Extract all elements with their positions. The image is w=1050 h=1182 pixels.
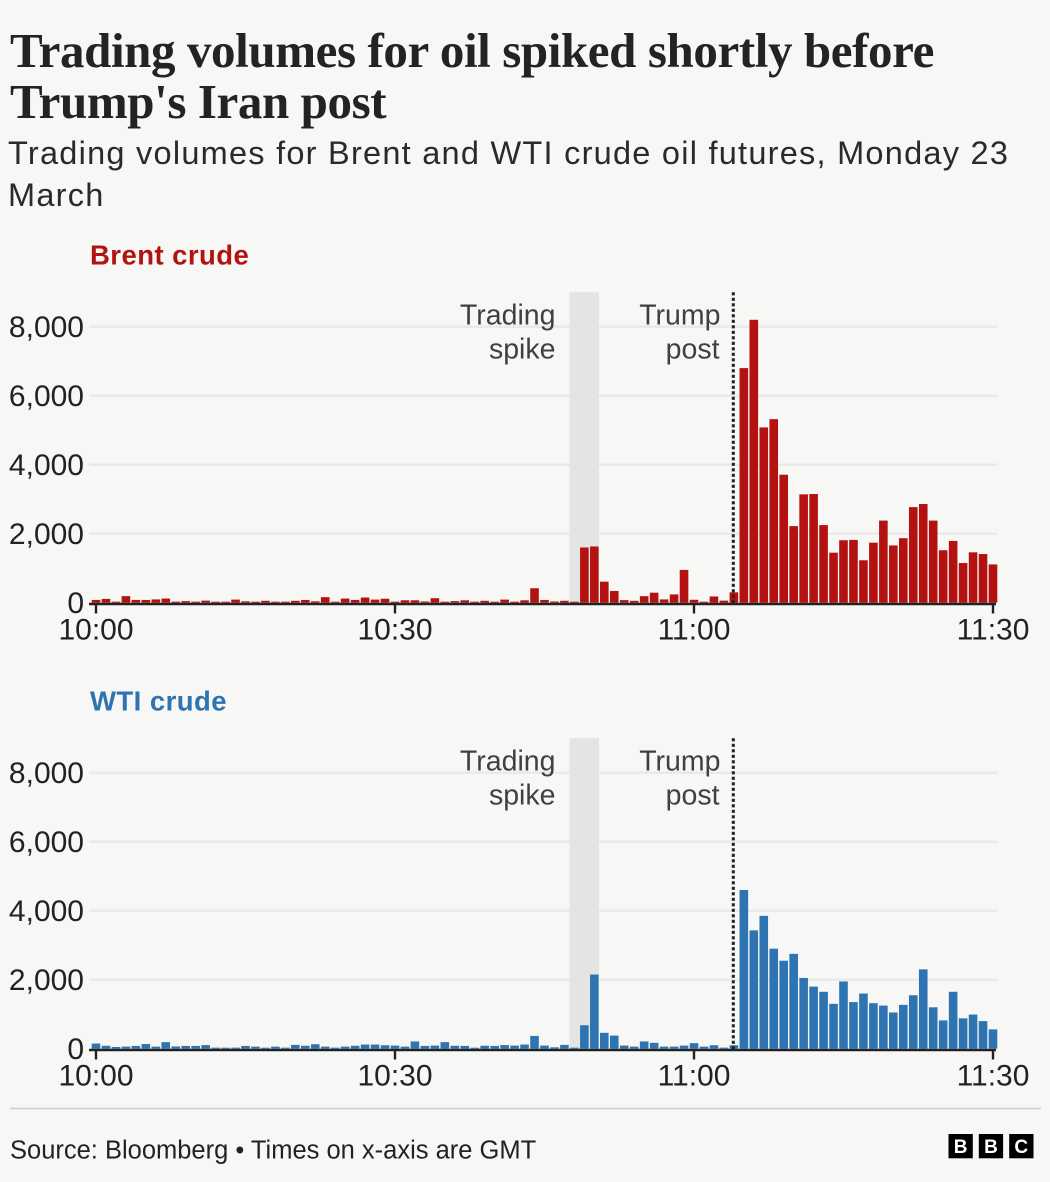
svg-text:B: B bbox=[954, 1137, 968, 1158]
svg-text:6,000: 6,000 bbox=[9, 826, 84, 859]
svg-text:Source: Bloomberg • Times on x: Source: Bloomberg • Times on x-axis are … bbox=[10, 1137, 536, 1165]
svg-text:0: 0 bbox=[67, 1033, 84, 1066]
svg-text:6,000: 6,000 bbox=[9, 380, 84, 413]
svg-text:C: C bbox=[1014, 1137, 1028, 1158]
svg-text:post: post bbox=[666, 779, 720, 811]
svg-text:4,000: 4,000 bbox=[9, 895, 84, 928]
svg-text:post: post bbox=[666, 333, 720, 365]
svg-text:spike: spike bbox=[489, 779, 556, 811]
svg-text:Trump: Trump bbox=[639, 300, 720, 332]
svg-text:WTI crude: WTI crude bbox=[90, 685, 227, 716]
svg-text:11:00: 11:00 bbox=[658, 614, 731, 647]
svg-text:11:00: 11:00 bbox=[658, 1060, 731, 1093]
svg-text:11:30: 11:30 bbox=[957, 1060, 1030, 1093]
svg-text:Trading: Trading bbox=[460, 300, 556, 332]
svg-text:8,000: 8,000 bbox=[9, 311, 84, 344]
svg-text:10:00: 10:00 bbox=[58, 1060, 133, 1093]
svg-text:2,000: 2,000 bbox=[9, 964, 84, 997]
svg-text:Trading: Trading bbox=[460, 746, 556, 778]
svg-text:11:30: 11:30 bbox=[957, 614, 1030, 647]
svg-text:4,000: 4,000 bbox=[9, 449, 84, 482]
svg-text:B: B bbox=[984, 1137, 998, 1158]
svg-text:Trump: Trump bbox=[639, 746, 720, 778]
svg-text:10:30: 10:30 bbox=[357, 1060, 432, 1093]
svg-text:spike: spike bbox=[489, 333, 556, 365]
svg-text:2,000: 2,000 bbox=[9, 518, 84, 551]
svg-text:Brent crude: Brent crude bbox=[90, 239, 249, 270]
svg-text:10:00: 10:00 bbox=[58, 614, 133, 647]
svg-text:10:30: 10:30 bbox=[357, 614, 432, 647]
svg-text:0: 0 bbox=[67, 587, 84, 620]
svg-text:8,000: 8,000 bbox=[9, 757, 84, 790]
